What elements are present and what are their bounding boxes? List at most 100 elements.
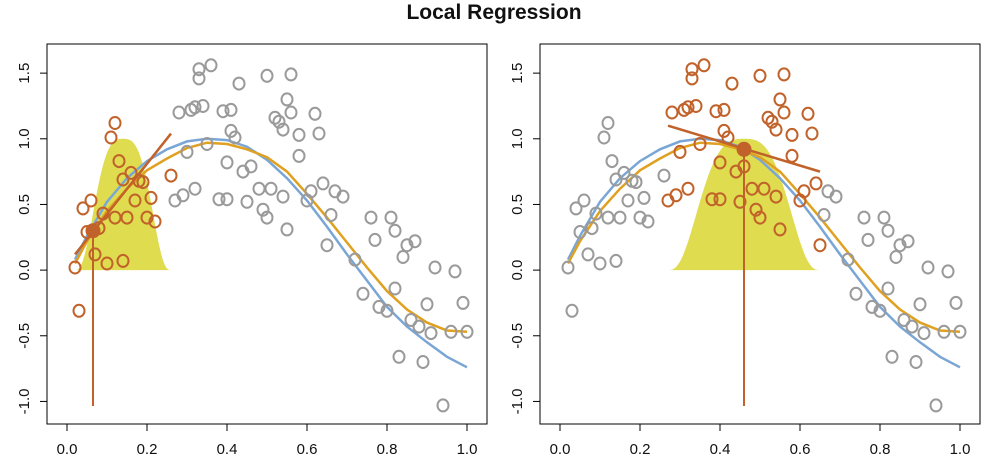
y-tick-label: 1.5 bbox=[509, 63, 526, 84]
data-point-inside bbox=[164, 168, 178, 183]
data-point-outside bbox=[565, 303, 579, 318]
data-point-outside bbox=[320, 238, 334, 253]
x-tick-label: 0.6 bbox=[297, 441, 318, 458]
data-point-outside bbox=[408, 234, 422, 249]
data-point-inside bbox=[709, 104, 723, 119]
y-tick-label: 1.0 bbox=[509, 128, 526, 149]
data-point-inside bbox=[713, 155, 727, 170]
data-point-outside bbox=[841, 252, 855, 267]
data-point-inside bbox=[100, 256, 114, 271]
data-point-outside bbox=[601, 116, 615, 130]
data-point-outside bbox=[589, 206, 603, 221]
data-point-inside bbox=[669, 188, 683, 203]
data-point-outside bbox=[392, 349, 406, 364]
data-point-outside bbox=[200, 137, 214, 151]
data-point-outside bbox=[905, 319, 919, 334]
left-panel: 0.0 0.2 0.4 0.6 0.8 1.0 -1.0 -0.5 0.0 0.5 1.0 1.5 bbox=[16, 43, 488, 458]
data-point-inside bbox=[136, 175, 150, 190]
data-point-outside bbox=[913, 297, 927, 312]
data-point-outside bbox=[264, 181, 278, 196]
data-point-outside bbox=[609, 172, 623, 187]
data-point-outside bbox=[204, 58, 218, 73]
x-tick-label: 0.6 bbox=[790, 441, 811, 458]
data-point-outside bbox=[220, 192, 234, 207]
data-point-inside bbox=[76, 201, 90, 216]
data-point-outside bbox=[260, 68, 274, 83]
data-point-outside bbox=[280, 92, 294, 107]
x-tick-label: 0.8 bbox=[377, 441, 398, 458]
data-point-inside bbox=[673, 144, 687, 159]
data-point-inside bbox=[681, 181, 695, 196]
data-point-outside bbox=[180, 144, 194, 159]
data-point-outside bbox=[172, 105, 186, 120]
data-point-inside bbox=[681, 100, 695, 115]
x-tick-label: 0.8 bbox=[870, 441, 891, 458]
data-point-inside bbox=[697, 58, 711, 73]
data-point-outside bbox=[364, 210, 378, 225]
data-point-outside bbox=[412, 319, 426, 334]
y-tick-label: 0.0 bbox=[16, 260, 33, 281]
data-point-inside bbox=[773, 222, 787, 237]
data-point-inside bbox=[140, 210, 154, 225]
data-point-outside bbox=[601, 210, 615, 225]
target-point bbox=[85, 223, 101, 239]
data-point-outside bbox=[420, 297, 434, 312]
y-tick-label: 0.0 bbox=[509, 260, 526, 281]
data-point-outside bbox=[380, 303, 394, 318]
data-point-outside bbox=[424, 326, 438, 341]
data-point-outside bbox=[857, 210, 871, 225]
data-point-inside bbox=[725, 76, 739, 91]
data-point-outside bbox=[276, 189, 290, 204]
data-point-outside bbox=[949, 295, 963, 310]
data-point-outside bbox=[404, 313, 418, 327]
data-point-outside bbox=[240, 194, 254, 209]
data-point-inside bbox=[689, 99, 703, 113]
data-point-outside bbox=[448, 264, 462, 279]
data-point-outside bbox=[953, 324, 967, 339]
data-point-outside bbox=[593, 256, 607, 271]
data-point-outside bbox=[597, 130, 611, 145]
data-point-outside bbox=[268, 110, 282, 125]
y-tick-label: -1.0 bbox=[509, 389, 526, 415]
data-point-outside bbox=[893, 238, 907, 253]
data-point-outside bbox=[192, 71, 206, 86]
y-tick-label: 0.5 bbox=[509, 194, 526, 215]
data-point-inside bbox=[685, 62, 699, 77]
data-point-outside bbox=[585, 221, 599, 236]
data-point-outside bbox=[284, 67, 298, 82]
data-point-outside bbox=[280, 222, 294, 237]
data-point-outside bbox=[617, 165, 631, 180]
target-point bbox=[736, 141, 752, 157]
data-point-outside bbox=[829, 189, 843, 204]
y-tick-label: -1.0 bbox=[16, 389, 33, 415]
data-point-outside bbox=[633, 210, 647, 225]
x-tick-label: 0.4 bbox=[217, 441, 238, 458]
data-point-inside bbox=[761, 110, 775, 125]
data-point-outside bbox=[444, 324, 458, 339]
data-point-outside bbox=[232, 76, 246, 91]
data-point-inside bbox=[693, 137, 707, 151]
data-point-outside bbox=[861, 232, 875, 247]
data-point-outside bbox=[292, 148, 306, 163]
x-tick-label: 0.4 bbox=[710, 441, 731, 458]
data-point-inside bbox=[72, 303, 86, 318]
data-point-inside bbox=[148, 214, 162, 229]
data-point-outside bbox=[308, 106, 322, 121]
data-point-inside bbox=[128, 193, 142, 208]
data-point-outside bbox=[873, 303, 887, 318]
data-point-inside bbox=[801, 106, 815, 121]
data-point-inside bbox=[757, 181, 771, 196]
data-point-outside bbox=[629, 175, 643, 190]
data-point-inside bbox=[805, 126, 819, 141]
data-point-outside bbox=[216, 104, 230, 119]
data-point-outside bbox=[276, 122, 290, 137]
data-point-outside bbox=[641, 214, 655, 229]
data-point-outside bbox=[256, 202, 270, 217]
plot-frame bbox=[539, 43, 981, 425]
x-tick-label: 0.2 bbox=[630, 441, 651, 458]
data-point-outside bbox=[456, 295, 470, 310]
data-point-inside bbox=[785, 148, 799, 163]
data-point-outside bbox=[284, 105, 298, 120]
data-point-inside bbox=[116, 172, 130, 187]
